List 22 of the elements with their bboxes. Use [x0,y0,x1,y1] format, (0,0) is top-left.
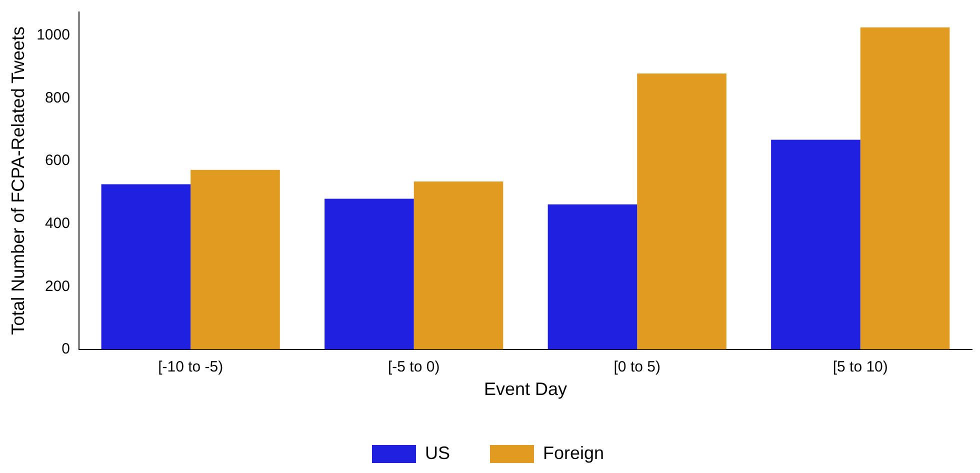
x-tick-label: [-5 to 0) [388,358,440,376]
bar [414,181,504,350]
legend-label: Foreign [542,442,604,463]
bar [548,204,638,350]
bar [324,198,414,350]
bar [771,140,860,350]
y-tick-label: 200 [44,278,70,295]
y-axis-title: Total Number of FCPA-Related Tweets [8,26,28,335]
legend-label: US [424,442,450,463]
bar [637,74,726,350]
x-tick-label: [5 to 10) [832,358,888,376]
y-tick-label: 0 [62,340,70,358]
x-tick-label: [0 to 5) [614,358,660,376]
x-axis-title: Event Day [484,379,568,400]
bar [101,184,191,350]
y-tick-label: 600 [44,152,70,170]
bar [860,27,950,350]
y-tick-label: 1000 [36,26,70,44]
y-tick-label: 400 [44,214,70,232]
y-tick-label: 800 [44,89,70,106]
x-tick-label: [-10 to -5) [158,358,224,376]
bar [190,170,280,350]
